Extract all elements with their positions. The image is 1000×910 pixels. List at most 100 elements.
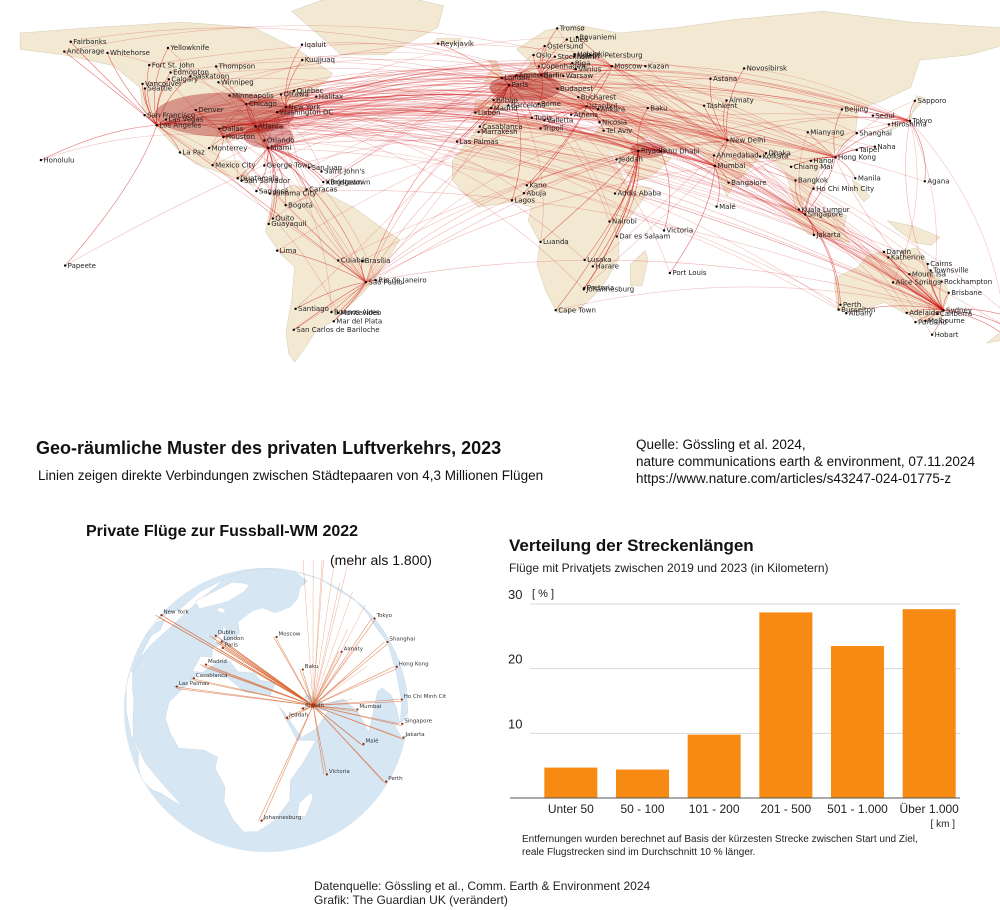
- route-line: [533, 54, 806, 215]
- y-axis-unit: [ % ]: [532, 588, 554, 600]
- route-line: [223, 119, 715, 167]
- city-labels: Fairbanks Anchorage Whitehorse Yellowknife I…: [39, 25, 992, 339]
- route-line: [835, 146, 875, 158]
- route-line: [501, 63, 612, 79]
- route-line: [223, 102, 875, 148]
- city-label: Tripoli: [542, 125, 564, 133]
- city-dot: [615, 235, 618, 238]
- globe-city-dot: [301, 707, 305, 710]
- route-line: [255, 84, 910, 127]
- route-line: [714, 140, 728, 167]
- route-line: [285, 99, 792, 168]
- city-label: Bucharest: [581, 93, 616, 101]
- landmass-9: [779, 204, 850, 243]
- city-dot: [320, 170, 323, 173]
- globe-city-dot: [373, 617, 376, 620]
- city-dot: [266, 146, 270, 150]
- city-label: Saskatoon: [193, 72, 229, 80]
- route-line: [508, 84, 1000, 309]
- city-label: Manila: [858, 174, 881, 182]
- city-dot: [726, 139, 729, 142]
- city-label: Moscow: [614, 62, 642, 70]
- city-dot: [275, 110, 279, 114]
- globe-route: [312, 560, 349, 706]
- route-line: [156, 125, 367, 283]
- city-dot: [806, 131, 809, 134]
- route-line: [540, 74, 662, 152]
- city-label: Agana: [927, 177, 949, 185]
- city-dot: [254, 125, 257, 128]
- x-tick-label: Über 1.000: [899, 802, 959, 816]
- route-line: [586, 65, 612, 107]
- route-line: [516, 75, 728, 141]
- route-line: [40, 124, 157, 161]
- city-dot: [360, 259, 364, 263]
- route-line: [219, 128, 239, 179]
- route-line: [835, 132, 857, 158]
- city-label: Tunis: [533, 114, 552, 122]
- city-label: Stockholm: [557, 53, 594, 61]
- route-line: [255, 112, 661, 152]
- route-line: [277, 81, 510, 113]
- globe-route: [312, 677, 347, 706]
- city-dot: [646, 106, 649, 110]
- route-line: [508, 84, 944, 311]
- city-label: Casablanca: [482, 123, 522, 131]
- city-dot: [591, 265, 595, 268]
- route-line: [229, 95, 247, 105]
- city-label: Lagos: [514, 197, 535, 205]
- route-line: [246, 102, 806, 215]
- city-dot: [613, 192, 617, 195]
- city-dot: [797, 208, 801, 211]
- city-label: Cairns: [930, 260, 952, 268]
- route-line: [245, 103, 256, 127]
- globe-city-label: Perth: [388, 776, 403, 782]
- city-dot: [929, 269, 932, 272]
- city-dot: [69, 40, 72, 43]
- route-line: [456, 84, 510, 142]
- city-dot: [543, 119, 546, 122]
- city-label: Winnipeg: [221, 78, 254, 86]
- city-label: Chicago: [249, 100, 277, 108]
- route-line: [255, 126, 269, 148]
- route-line: [223, 118, 639, 152]
- route-line: [578, 96, 662, 152]
- bar: [544, 767, 598, 798]
- city-dot: [789, 165, 793, 169]
- route-line: [872, 115, 911, 122]
- city-label: Riyadh: [641, 147, 665, 155]
- route-line: [156, 119, 256, 127]
- route-line: [219, 110, 715, 156]
- city-dot: [63, 50, 66, 53]
- city-label: Harare: [595, 263, 619, 271]
- city-label: Thompson: [218, 63, 256, 71]
- route-line: [586, 106, 728, 141]
- city-label: Copenhagen: [541, 63, 585, 71]
- route-line: [301, 42, 517, 76]
- globe-route: [312, 560, 335, 706]
- flight-routes: [40, 25, 1000, 335]
- city-label: Rockhampton: [944, 278, 992, 286]
- route-line: [714, 140, 728, 167]
- route-line: [660, 151, 889, 258]
- city-label: Buenos Aires: [334, 308, 380, 316]
- landmass-10: [886, 220, 941, 246]
- city-label: Mexico City: [215, 161, 255, 169]
- city-label: Tel Aviv: [605, 127, 632, 135]
- globe-city-label: Johannesburg: [263, 815, 302, 821]
- city-label: La Paz: [182, 149, 205, 157]
- route-line: [156, 123, 910, 275]
- route-line: [835, 100, 915, 158]
- city-dot: [582, 288, 585, 291]
- city-dot: [436, 42, 440, 45]
- city-label: Guatemala: [240, 174, 279, 182]
- route-line: [611, 65, 944, 311]
- city-dot: [812, 233, 816, 237]
- bar-note-line-1: Entfernungen wurden berechnet auf Basis …: [522, 834, 918, 845]
- city-label: Cape Town: [558, 306, 596, 314]
- world-private-flight-map: Fairbanks Anchorage Whitehorse Yellowknife I…: [19, 0, 1000, 363]
- route-line: [246, 72, 502, 105]
- globe-route: [312, 705, 387, 784]
- route-line: [727, 139, 761, 157]
